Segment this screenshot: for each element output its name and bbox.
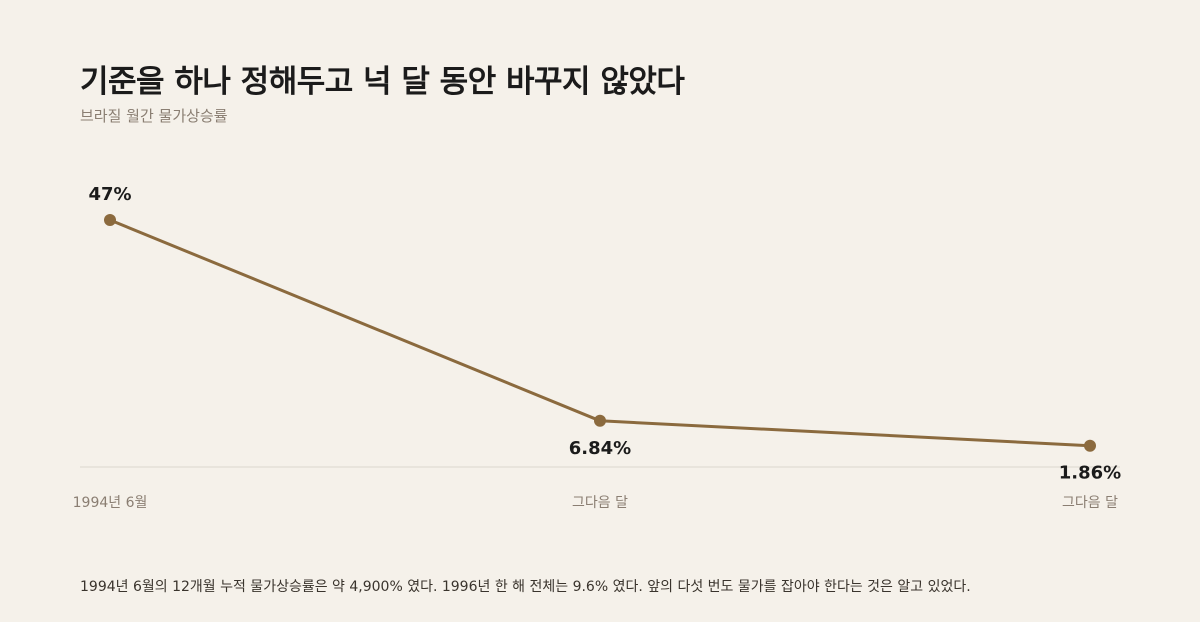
chart-subtitle: 브라질 월간 물가상승률 <box>80 107 228 125</box>
chart-title: 기준을 하나 정해두고 넉 달 동안 바꾸지 않았다 <box>80 64 685 100</box>
data-point <box>1084 439 1096 452</box>
data-point <box>104 214 116 226</box>
line-chart: 47% 6.84% 1.86% 1994년 6월 그다음 달 그다음 달 <box>73 184 1122 511</box>
x-tick-label: 그다음 달 <box>572 495 628 511</box>
data-label: 47% <box>88 184 131 205</box>
x-tick-label: 1994년 6월 <box>73 495 148 511</box>
x-tick-label: 그다음 달 <box>1062 495 1118 511</box>
data-label: 6.84% <box>569 438 631 459</box>
footnote: 1994년 6월의 12개월 누적 물가상승률은 약 4,900% 였다. 19… <box>80 579 971 595</box>
data-label: 1.86% <box>1059 463 1121 484</box>
series-line <box>109 218 1091 448</box>
data-point <box>594 414 606 427</box>
